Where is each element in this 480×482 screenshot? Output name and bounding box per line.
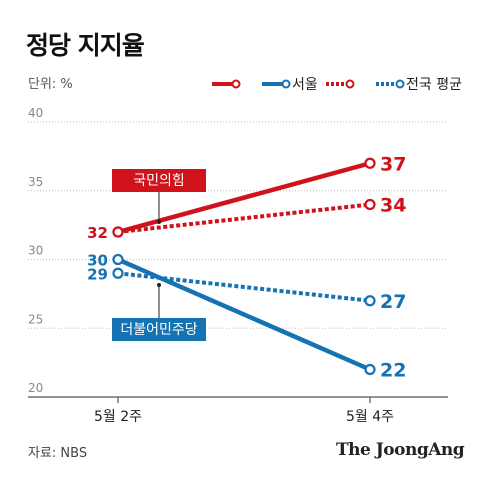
data-point [112,226,124,238]
data-label: 30 [87,252,108,270]
unit-label: 단위: % [28,77,73,92]
legend-marker [231,79,241,89]
legend-label-seoul: 서울 [292,77,318,93]
legend-marker [345,79,355,89]
data-point [364,198,376,211]
legend-marker [281,79,291,89]
data-label: 22 [380,360,406,382]
party-label-box [112,169,206,192]
legend-marker [395,79,405,89]
publisher-logo: The JoongAng [336,440,465,460]
y-tick-label: 40 [28,106,43,120]
data-label: 29 [87,265,108,283]
data-point [112,253,124,266]
leader-dot [157,220,161,224]
party-label-ppp: 국민의힘 [133,173,185,189]
source-label: 자료: NBS [28,446,88,461]
party-label-box [112,318,206,341]
leader-dot [157,283,161,287]
data-point [112,267,124,279]
data-point [364,295,376,307]
party-label-dpk: 더불어민주당 [120,322,197,338]
data-label: 34 [380,195,406,217]
series-line-3 [117,271,371,303]
chart-title: 정당 지지율 [26,31,145,60]
data-label: 32 [87,224,108,242]
y-tick-label: 20 [28,381,43,395]
legend-label-national: 전국 평균 [406,77,462,93]
data-point [364,157,376,169]
series-line-1 [117,202,371,234]
y-tick-label: 30 [28,244,43,258]
x-tick-label: 5월 4주 [346,409,394,425]
data-point [364,363,376,376]
y-tick-label: 25 [28,312,43,326]
series-line-2 [117,257,371,372]
x-tick-label: 5월 2주 [94,409,142,425]
data-label: 27 [380,291,406,313]
data-label: 37 [380,153,406,175]
y-tick-label: 35 [28,175,43,189]
